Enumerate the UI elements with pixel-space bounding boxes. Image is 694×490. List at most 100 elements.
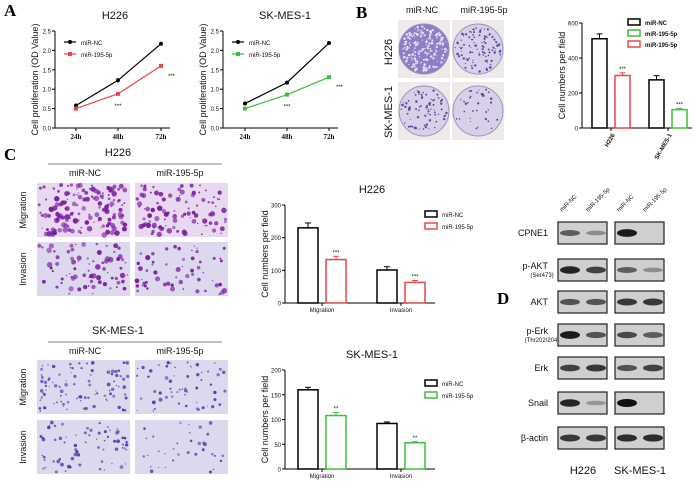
stained-cell bbox=[177, 453, 180, 456]
stained-cell bbox=[92, 260, 95, 263]
y-tick-label: 1.5 bbox=[43, 68, 52, 74]
y-axis-label: Cell numbers per field bbox=[557, 32, 567, 120]
stained-cell bbox=[102, 448, 105, 451]
stained-cell bbox=[190, 268, 194, 273]
stained-cell bbox=[105, 229, 111, 235]
colony bbox=[430, 42, 433, 44]
stained-cell bbox=[52, 187, 56, 190]
stained-cell bbox=[96, 392, 99, 395]
colony bbox=[480, 92, 484, 96]
y-tick-label: 100 bbox=[271, 269, 282, 275]
colony bbox=[442, 53, 445, 56]
stained-cell bbox=[74, 243, 77, 246]
colony bbox=[422, 128, 425, 130]
lane-label: miR-195-5p bbox=[642, 187, 669, 214]
colony bbox=[402, 48, 404, 50]
colony bbox=[485, 68, 489, 72]
stained-cell bbox=[154, 190, 159, 196]
stained-cell bbox=[200, 233, 203, 236]
stained-cell bbox=[114, 230, 120, 236]
colony bbox=[468, 90, 471, 92]
stained-cell bbox=[98, 467, 102, 471]
stained-cell bbox=[151, 263, 154, 266]
stained-cell bbox=[123, 447, 126, 450]
colony bbox=[434, 113, 437, 116]
stained-cell bbox=[119, 272, 126, 279]
colony bbox=[475, 127, 478, 130]
colony bbox=[415, 108, 418, 111]
stained-cell bbox=[138, 205, 141, 208]
stained-cell bbox=[158, 191, 164, 197]
stained-cell bbox=[153, 390, 157, 394]
stained-cell bbox=[181, 388, 184, 390]
colony bbox=[460, 54, 463, 57]
colony bbox=[455, 117, 458, 120]
transwell-image bbox=[37, 182, 130, 238]
protein-sublabel: (Ser473) bbox=[530, 273, 553, 279]
chart-title: SK-MES-1 bbox=[259, 10, 311, 22]
stained-cell bbox=[200, 379, 203, 382]
stained-cell bbox=[211, 280, 214, 282]
stained-cell bbox=[178, 279, 183, 285]
stained-cell bbox=[207, 370, 210, 373]
colony bbox=[478, 30, 482, 34]
stained-cell bbox=[220, 232, 222, 235]
data-point bbox=[159, 63, 163, 68]
stained-cell bbox=[93, 405, 96, 408]
stained-cell bbox=[51, 364, 56, 369]
stained-cell bbox=[110, 186, 113, 189]
stained-cell bbox=[186, 391, 189, 393]
stained-cell bbox=[136, 261, 140, 266]
stained-cell bbox=[176, 229, 180, 233]
stained-cell bbox=[179, 189, 185, 195]
colony bbox=[403, 122, 406, 124]
colony bbox=[408, 37, 411, 40]
colony bbox=[441, 42, 443, 44]
stained-cell bbox=[222, 370, 226, 375]
stained-cell bbox=[67, 228, 72, 232]
stained-cell bbox=[190, 256, 195, 261]
stained-cell bbox=[116, 428, 119, 430]
stained-cell bbox=[102, 282, 108, 287]
bar bbox=[297, 227, 319, 304]
colony bbox=[467, 58, 469, 60]
colony bbox=[431, 50, 433, 52]
colony bbox=[427, 52, 429, 54]
stained-cell bbox=[141, 365, 145, 370]
colony bbox=[426, 104, 429, 107]
transwell-image bbox=[134, 242, 228, 296]
bar bbox=[591, 38, 608, 129]
colony bbox=[462, 57, 465, 60]
colony bbox=[436, 34, 438, 36]
stained-cell bbox=[116, 280, 121, 285]
y-tick-label: 300 bbox=[271, 204, 282, 210]
colony bbox=[471, 31, 473, 33]
blot-row: Erk bbox=[535, 356, 665, 380]
colony bbox=[483, 35, 487, 38]
colony bbox=[429, 38, 432, 40]
stained-cell bbox=[107, 197, 111, 201]
y-tick-label: 2.0 bbox=[43, 49, 52, 55]
stained-cell bbox=[62, 405, 64, 407]
stained-cell bbox=[63, 223, 69, 229]
stained-cell bbox=[219, 226, 225, 232]
stained-cell bbox=[41, 391, 45, 394]
stained-cell bbox=[218, 403, 222, 406]
significance-mark: *** bbox=[114, 104, 122, 110]
stained-cell bbox=[114, 369, 118, 374]
significance-mark: ** bbox=[413, 436, 418, 442]
stained-cell bbox=[123, 436, 127, 440]
stained-cell bbox=[204, 189, 207, 192]
protein-label: β-actin bbox=[521, 433, 548, 443]
stained-cell bbox=[223, 389, 227, 393]
colony bbox=[485, 59, 488, 62]
colony bbox=[484, 117, 487, 121]
colony bbox=[425, 93, 428, 96]
stained-cell bbox=[97, 446, 100, 449]
colony bbox=[413, 92, 415, 94]
stained-cell bbox=[58, 373, 61, 376]
stained-cell bbox=[135, 374, 139, 377]
colony bbox=[436, 36, 438, 39]
stained-cell bbox=[208, 221, 213, 225]
stained-cell bbox=[143, 284, 147, 288]
